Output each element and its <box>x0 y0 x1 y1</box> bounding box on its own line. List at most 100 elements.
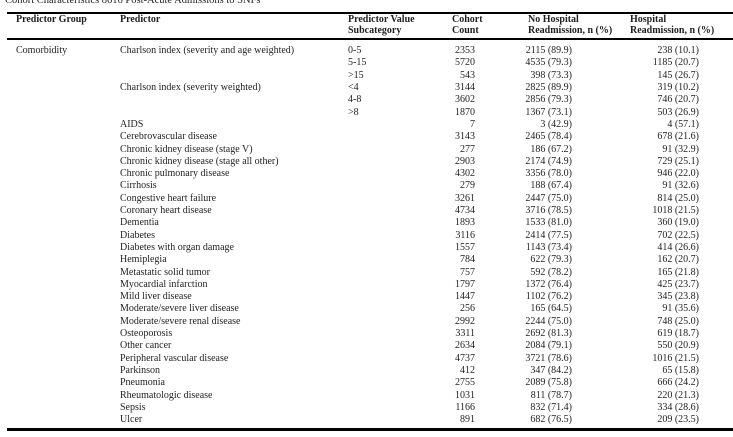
table-row: AIDS 7 3 (42.9) 4 (57.1) <box>0 119 733 131</box>
cell-predictor-group <box>16 377 120 389</box>
cell-no-hospital-readmission: 2692 (81.3) <box>525 328 572 340</box>
cell-predictor: Coronary heart disease <box>120 205 212 217</box>
cell-cohort-count: 4734 <box>455 205 475 217</box>
cell-predictor-value-subcategory <box>348 156 400 168</box>
cell-predictor: Dementia <box>120 217 159 229</box>
cell-predictor: Mild liver disease <box>120 291 192 303</box>
cell-predictor-group <box>16 340 120 352</box>
cell-no-hospital-readmission: 2244 (75.0) <box>525 315 572 327</box>
cell-hospital-readmission: 238 (10.1) <box>657 45 699 57</box>
cell-predictor-value-subcategory <box>348 291 400 303</box>
cell-no-hospital-readmission: 2447 (75.0) <box>525 192 572 204</box>
cell-hospital-readmission: 503 (26.9) <box>657 106 699 118</box>
table-row: Chronic kidney disease (stage all other)… <box>0 156 733 168</box>
cell-cohort-count: 1166 <box>455 401 475 413</box>
cell-predictor: Osteoporosis <box>120 328 173 340</box>
table-row: Diabetes with organ damage 1557 1143 (73… <box>0 242 733 254</box>
cell-cohort-count: 3261 <box>455 192 475 204</box>
cell-no-hospital-readmission: 3356 (78.0) <box>525 168 572 180</box>
cell-hospital-readmission: 678 (21.6) <box>657 131 699 143</box>
cell-predictor: Parkinson <box>120 364 160 376</box>
cell-predictor-value-subcategory: 0-5 <box>348 45 362 57</box>
col-header-cohort-count: Cohort Count <box>452 14 483 36</box>
cell-predictor: Rheumatologic disease <box>120 389 213 401</box>
table-row: Diabetes 3116 2414 (77.5) 702 (22.5) <box>0 230 733 242</box>
table-row: Osteoporosis 3311 2692 (81.3) 619 (18.7) <box>0 328 733 340</box>
cell-predictor-value-subcategory <box>348 316 400 328</box>
cell-predictor-group <box>16 365 120 377</box>
cell-predictor: Chronic kidney disease (stage V) <box>120 143 253 155</box>
cell-predictor-value-subcategory <box>348 205 400 217</box>
cell-no-hospital-readmission: 347 (84.2) <box>530 364 572 376</box>
cell-hospital-readmission: 425 (23.7) <box>657 278 699 290</box>
cell-cohort-count: 543 <box>460 69 475 81</box>
cell-predictor-group <box>16 168 120 180</box>
cell-hospital-readmission: 91 (32.9) <box>662 143 699 155</box>
cell-predictor: Moderate/severe renal disease <box>120 315 241 327</box>
cell-no-hospital-readmission: 165 (64.5) <box>530 303 572 315</box>
col-header-hospital-readmission: Hospital Readmission, n (%) <box>630 14 715 36</box>
cell-predictor-value-subcategory: <4 <box>348 82 359 94</box>
cell-predictor: Cerebrovascular disease <box>120 131 217 143</box>
cell-cohort-count: 7 <box>470 118 475 130</box>
cell-cohort-count: 891 <box>460 414 475 426</box>
cell-predictor-group <box>16 205 120 217</box>
table-row: 5-15 5720 4535 (79.3) 1185 (20.7) <box>0 57 733 69</box>
cell-predictor-value-subcategory: 5-15 <box>348 57 367 69</box>
cell-hospital-readmission: 814 (25.0) <box>657 192 699 204</box>
cell-no-hospital-readmission: 811 (78.7) <box>530 389 572 401</box>
cell-predictor: AIDS <box>120 118 144 130</box>
cell-hospital-readmission: 209 (23.5) <box>657 414 699 426</box>
cell-predictor-group <box>16 267 120 279</box>
cell-predictor-group <box>16 156 120 168</box>
cell-no-hospital-readmission: 2856 (79.3) <box>525 94 572 106</box>
cell-predictor-group: Comorbidity <box>16 45 68 57</box>
cell-predictor-group <box>16 119 120 131</box>
col-header-predictor-value-subcategory: Predictor Value Subcategory <box>348 14 415 36</box>
cell-hospital-readmission: 165 (21.8) <box>657 266 699 278</box>
cell-predictor-group <box>16 402 120 414</box>
cell-no-hospital-readmission: 2414 (77.5) <box>525 229 572 241</box>
cell-no-hospital-readmission: 4535 (79.3) <box>525 57 572 69</box>
table-row: Cirrhosis 279 188 (67.4) 91 (32.6) <box>0 180 733 192</box>
cell-cohort-count: 3602 <box>455 94 475 106</box>
cell-predictor: Chronic kidney disease (stage all other) <box>120 155 279 167</box>
cell-hospital-readmission: 550 (20.9) <box>657 340 699 352</box>
cell-cohort-count: 2992 <box>455 315 475 327</box>
table-row: Metastatic solid tumor 757 592 (78.2) 16… <box>0 267 733 279</box>
cell-hospital-readmission: 702 (22.5) <box>657 229 699 241</box>
cell-predictor-value-subcategory <box>348 402 400 414</box>
cell-hospital-readmission: 162 (20.7) <box>657 254 699 266</box>
cell-predictor-value-subcategory <box>348 193 400 205</box>
cell-predictor-value-subcategory <box>348 254 400 266</box>
cell-predictor <box>120 70 348 82</box>
cell-no-hospital-readmission: 186 (67.2) <box>530 143 572 155</box>
cell-cohort-count: 3116 <box>455 229 475 241</box>
table-row: Pneumonia 2755 2089 (75.8) 666 (24.2) <box>0 377 733 389</box>
cell-hospital-readmission: 748 (25.0) <box>657 315 699 327</box>
cell-no-hospital-readmission: 1533 (81.0) <box>525 217 572 229</box>
cell-predictor-value-subcategory <box>348 279 400 291</box>
cell-hospital-readmission: 666 (24.2) <box>657 377 699 389</box>
cell-no-hospital-readmission: 2174 (74.9) <box>525 155 572 167</box>
table-row: Other cancer 2634 2084 (79.1) 550 (20.9) <box>0 340 733 352</box>
table-row: Peripheral vascular disease 4737 3721 (7… <box>0 353 733 365</box>
cell-predictor: Peripheral vascular disease <box>120 352 229 364</box>
cell-no-hospital-readmission: 1143 (73.4) <box>525 241 572 253</box>
cell-hospital-readmission: 746 (20.7) <box>657 94 699 106</box>
table-row: Myocardial infarction 1797 1372 (76.4) 4… <box>0 279 733 291</box>
cell-hospital-readmission: 1016 (21.5) <box>652 352 699 364</box>
cell-hospital-readmission: 91 (35.6) <box>662 303 699 315</box>
cell-no-hospital-readmission: 2089 (75.8) <box>525 377 572 389</box>
cell-predictor-group <box>16 144 120 156</box>
cell-hospital-readmission: 729 (25.1) <box>657 155 699 167</box>
cell-predictor: Metastatic solid tumor <box>120 266 210 278</box>
table-top-rule <box>7 11 733 15</box>
cell-predictor: Chronic pulmonary disease <box>120 168 230 180</box>
table-row: Congestive heart failure 3261 2447 (75.0… <box>0 193 733 205</box>
cell-no-hospital-readmission: 2825 (89.9) <box>525 82 572 94</box>
cell-no-hospital-readmission: 1102 (76.2) <box>525 291 572 303</box>
cell-predictor-value-subcategory <box>348 119 400 131</box>
cell-cohort-count: 2755 <box>455 377 475 389</box>
